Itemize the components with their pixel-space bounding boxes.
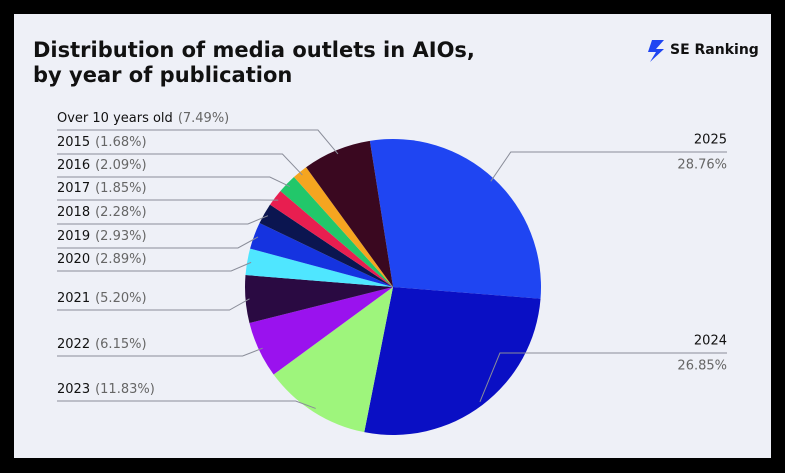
pie-slice bbox=[249, 287, 393, 375]
brand-logo bbox=[648, 40, 664, 62]
leader-line bbox=[57, 176, 291, 188]
leader-line bbox=[490, 151, 727, 182]
category-label: 2021 bbox=[57, 291, 90, 306]
slice-label: Over 10 years old (7.49%) bbox=[57, 111, 229, 126]
value-label: 26.85% bbox=[677, 359, 727, 374]
leader-line bbox=[57, 153, 303, 176]
leader-line bbox=[57, 215, 269, 225]
pie-slice bbox=[273, 287, 393, 433]
slice-label: 2017 (1.85%) bbox=[57, 181, 147, 196]
value-label: 28.76% bbox=[677, 158, 727, 173]
leader-line bbox=[57, 236, 259, 249]
leader-line bbox=[57, 347, 263, 357]
pie-slice bbox=[250, 223, 393, 287]
category-label: 2019 bbox=[57, 229, 90, 244]
value-label: (2.28%) bbox=[95, 205, 146, 220]
chart-title: by year of publication bbox=[33, 63, 292, 87]
category-label: 2017 bbox=[57, 181, 90, 196]
category-label: 2025 bbox=[694, 133, 727, 148]
category-label: 2015 bbox=[57, 135, 90, 150]
pie-slice bbox=[293, 167, 393, 287]
value-label: (2.89%) bbox=[95, 252, 146, 267]
value-label: (2.93%) bbox=[95, 229, 146, 244]
pie bbox=[245, 139, 541, 435]
brand: SE Ranking bbox=[670, 42, 759, 58]
pie-slice bbox=[364, 287, 541, 435]
slice-label: 2016 (2.09%) bbox=[57, 158, 147, 173]
leader-line bbox=[57, 400, 316, 409]
category-label: 2022 bbox=[57, 337, 90, 352]
slice-label: 2021 (5.20%) bbox=[57, 291, 147, 306]
slice-label: 2020 (2.89%) bbox=[57, 252, 147, 267]
chart-title: Distribution of media outlets in AIOs, bbox=[33, 38, 475, 62]
category-label: Over 10 years old bbox=[57, 111, 173, 126]
leader-line bbox=[57, 129, 339, 155]
category-label: 2020 bbox=[57, 252, 90, 267]
pie-slice bbox=[259, 204, 393, 287]
leader-line bbox=[57, 298, 250, 311]
category-label: 2016 bbox=[57, 158, 90, 173]
pie-slice bbox=[245, 275, 393, 323]
value-label: (11.83%) bbox=[95, 382, 155, 397]
pie-slice bbox=[245, 248, 393, 287]
slice-label: 2018 (2.28%) bbox=[57, 205, 147, 220]
labels: 2025 28.76% 2024 26.85% 2023 (11.83%) 2022 (6.1… bbox=[57, 111, 727, 409]
slice-label: 2022 (6.15%) bbox=[57, 337, 147, 352]
category-label: 2023 bbox=[57, 382, 90, 397]
slice-label: 2023 (11.83%) bbox=[57, 382, 155, 397]
value-label: (1.85%) bbox=[95, 181, 146, 196]
value-label: (7.49%) bbox=[178, 111, 229, 126]
category-label: 2024 bbox=[694, 334, 727, 349]
category-label: 2018 bbox=[57, 205, 90, 220]
pie-slice bbox=[270, 190, 393, 287]
slice-label: 2019 (2.93%) bbox=[57, 229, 147, 244]
leader-line bbox=[479, 352, 727, 402]
value-label: (6.15%) bbox=[95, 337, 146, 352]
pie-slice bbox=[306, 140, 393, 287]
value-label: (2.09%) bbox=[95, 158, 146, 173]
slice-label: 2015 (1.68%) bbox=[57, 135, 147, 150]
leader-line bbox=[57, 261, 252, 272]
value-label: (1.68%) bbox=[95, 135, 146, 150]
pie-slice bbox=[369, 139, 541, 299]
value-label: (5.20%) bbox=[95, 291, 146, 306]
pie-slice bbox=[280, 177, 393, 287]
